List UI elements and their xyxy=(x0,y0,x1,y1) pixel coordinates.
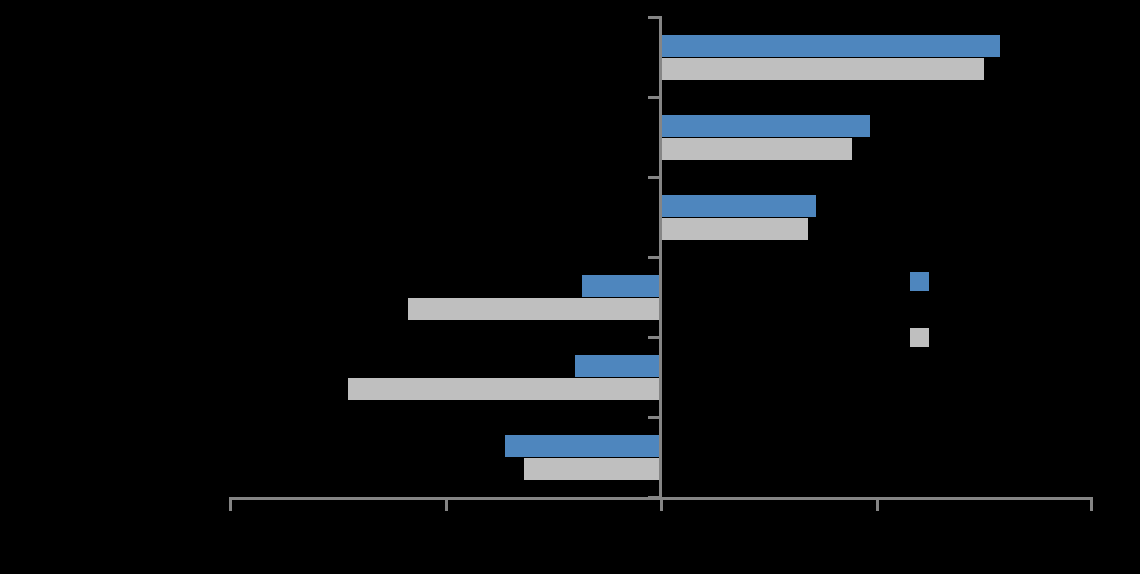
bar-gray-series-row5 xyxy=(348,378,661,400)
vertical-axis-tick-6 xyxy=(648,416,660,419)
vertical-axis-tick-2 xyxy=(648,96,660,99)
bar-blue-series-row2 xyxy=(661,115,870,137)
horizontal-axis-tick-2 xyxy=(445,497,448,511)
horizontal-axis-tick-3 xyxy=(660,497,663,511)
bar-gray-series-row4 xyxy=(408,298,661,320)
legend-swatch-blue xyxy=(910,272,929,291)
vertical-axis-line xyxy=(659,16,662,500)
vertical-axis-tick-3 xyxy=(648,176,660,179)
bar-gray-series-row6 xyxy=(524,458,661,480)
bar-blue-series-row3 xyxy=(661,195,816,217)
bar-gray-series-row2 xyxy=(661,138,852,160)
horizontal-axis-tick-4 xyxy=(876,497,879,511)
bar-blue-series-row6 xyxy=(505,435,661,457)
bar-gray-series-row1 xyxy=(661,58,984,80)
horizontal-axis-tick-5 xyxy=(1090,497,1093,511)
vertical-axis-tick-1 xyxy=(648,16,660,19)
legend-swatch-gray xyxy=(910,328,929,347)
bar-blue-series-row5 xyxy=(575,355,661,377)
bar-gray-series-row3 xyxy=(661,218,808,240)
horizontal-axis-tick-1 xyxy=(229,497,232,511)
vertical-axis-tick-4 xyxy=(648,256,660,259)
bar-blue-series-row4 xyxy=(582,275,661,297)
bar-blue-series-row1 xyxy=(661,35,1000,57)
vertical-axis-tick-5 xyxy=(648,336,660,339)
